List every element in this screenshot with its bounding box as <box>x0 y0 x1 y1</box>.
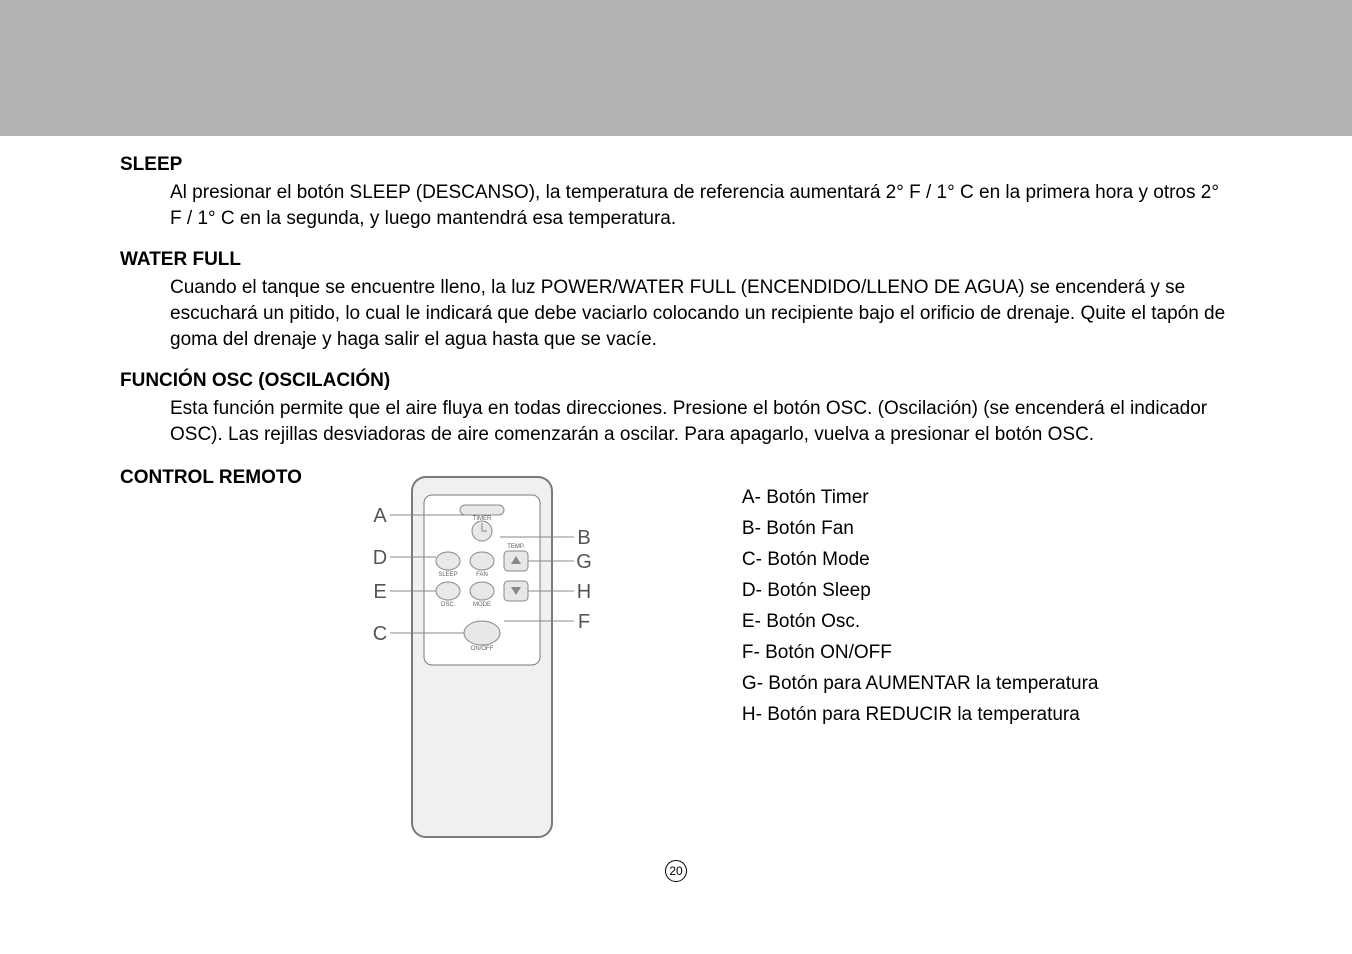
remote-svg: TIMER SLEEP FAN TEMP. OSC. MODE ON/OFF ADEC BGHF <box>332 465 632 845</box>
section-water-full-body: Cuando el tanque se encuentre lleno, la … <box>120 275 1232 352</box>
remote-legend: A- Botón Timer B- Botón Fan C- Botón Mod… <box>632 465 1099 735</box>
svg-text:E: E <box>373 581 386 603</box>
legend-b: B- Botón Fan <box>742 518 1099 540</box>
page-content: SLEEP Al presionar el botón SLEEP (DESCA… <box>0 136 1352 850</box>
page-number-wrap: 20 <box>0 860 1352 882</box>
svg-text:G: G <box>576 551 592 573</box>
svg-text:D: D <box>373 547 387 569</box>
svg-text:B: B <box>577 527 590 549</box>
svg-text:TEMP.: TEMP. <box>507 544 525 550</box>
legend-g: G- Botón para AUMENTAR la temperatura <box>742 673 1099 695</box>
section-sleep-body: Al presionar el botón SLEEP (DESCANSO), … <box>120 180 1232 231</box>
section-water-full: WATER FULL Cuando el tanque se encuentre… <box>120 249 1232 352</box>
section-remote: CONTROL REMOTO TIMER SLEEP FAN TEMP. OSC. MOD… <box>120 465 1232 850</box>
svg-text:F: F <box>578 611 590 633</box>
legend-h: H- Botón para REDUCIR la temperatura <box>742 704 1099 726</box>
legend-f: F- Botón ON/OFF <box>742 642 1099 664</box>
remote-diagram: TIMER SLEEP FAN TEMP. OSC. MODE ON/OFF ADEC BGHF <box>332 465 632 850</box>
svg-text:H: H <box>577 581 591 603</box>
svg-text:SLEEP: SLEEP <box>438 572 457 578</box>
section-water-full-title: WATER FULL <box>120 249 1232 271</box>
svg-text:MODE: MODE <box>473 602 491 608</box>
header-bar <box>0 0 1352 136</box>
legend-d: D- Botón Sleep <box>742 580 1099 602</box>
section-osc-title: FUNCIÓN OSC (OSCILACIÓN) <box>120 370 1232 392</box>
section-remote-title: CONTROL REMOTO <box>120 465 302 489</box>
legend-c: C- Botón Mode <box>742 549 1099 571</box>
section-sleep-title: SLEEP <box>120 154 1232 176</box>
svg-text:FAN: FAN <box>476 572 488 578</box>
svg-text:OSC.: OSC. <box>441 602 456 608</box>
svg-text:A: A <box>373 505 387 527</box>
svg-text:C: C <box>373 623 387 645</box>
section-osc-body: Esta función permite que el aire fluya e… <box>120 396 1232 447</box>
legend-e: E- Botón Osc. <box>742 611 1099 633</box>
svg-text:ON/OFF: ON/OFF <box>471 646 494 652</box>
svg-text:TIMER: TIMER <box>473 516 492 522</box>
section-sleep: SLEEP Al presionar el botón SLEEP (DESCA… <box>120 154 1232 231</box>
page-number: 20 <box>665 860 687 882</box>
section-osc: FUNCIÓN OSC (OSCILACIÓN) Esta función pe… <box>120 370 1232 447</box>
legend-a: A- Botón Timer <box>742 487 1099 509</box>
